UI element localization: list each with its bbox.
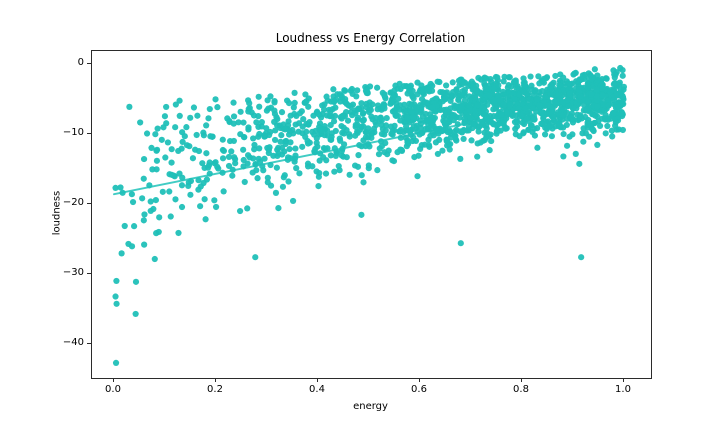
y-tick-label: −40 <box>62 337 84 348</box>
x-axis-label: energy <box>353 401 388 412</box>
x-tick-label: 0.2 <box>207 384 223 395</box>
x-tick-label: 0.6 <box>411 384 427 395</box>
x-tick-mark <box>623 378 624 382</box>
y-tick-mark <box>87 63 91 64</box>
x-tick-mark <box>521 378 522 382</box>
y-tick-mark <box>87 343 91 344</box>
y-tick-label: −10 <box>62 127 84 138</box>
x-tick-label: 0.0 <box>105 384 121 395</box>
x-tick-mark <box>419 378 420 382</box>
y-axis-label: loudness <box>51 190 63 236</box>
x-tick-label: 0.8 <box>513 384 529 395</box>
plot-area <box>91 50 652 379</box>
y-tick-label: −30 <box>62 267 84 278</box>
x-tick-mark <box>113 378 114 382</box>
y-tick-mark <box>87 203 91 204</box>
y-tick-mark <box>87 133 91 134</box>
x-tick-label: 0.4 <box>309 384 325 395</box>
y-tick-label: −20 <box>62 197 84 208</box>
x-tick-label: 1.0 <box>615 384 631 395</box>
x-tick-mark <box>317 378 318 382</box>
scatter-canvas <box>92 51 651 378</box>
y-tick-label: 0 <box>77 57 84 68</box>
x-tick-mark <box>215 378 216 382</box>
y-tick-mark <box>87 273 91 274</box>
chart-title: Loudness vs Energy Correlation <box>275 31 466 45</box>
